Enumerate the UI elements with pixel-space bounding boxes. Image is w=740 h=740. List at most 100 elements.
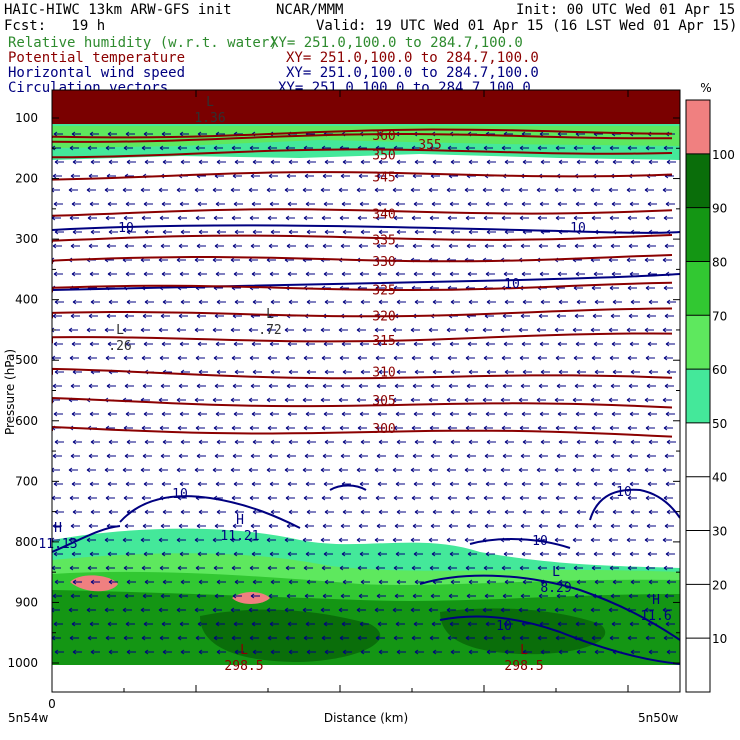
vector-head: [161, 271, 166, 277]
vector-head: [540, 299, 545, 305]
vector-head: [411, 635, 416, 641]
vector-head: [122, 187, 127, 193]
y-tick-label: 400: [15, 293, 38, 307]
vector-head: [663, 355, 668, 361]
vector-head: [266, 397, 271, 403]
vector-head: [322, 173, 327, 179]
vector-head: [341, 201, 346, 207]
vector-head: [539, 271, 544, 277]
vector-head: [449, 411, 454, 417]
vector-head: [249, 635, 254, 641]
vector-head: [500, 397, 505, 403]
vector-head: [396, 229, 401, 235]
vector-head: [521, 551, 526, 557]
vector-head: [376, 383, 381, 389]
vector-head: [556, 523, 561, 529]
vector-head: [608, 537, 613, 543]
vector-head: [392, 537, 397, 543]
vector-head: [394, 453, 399, 459]
vector-head: [180, 299, 185, 305]
wind-contour-label: 10: [504, 277, 520, 292]
vector-head: [233, 271, 238, 277]
vector-head: [412, 243, 417, 249]
vector-head: [522, 159, 527, 165]
vector-head: [501, 355, 506, 361]
vector-head: [266, 537, 271, 543]
vector-head: [196, 313, 201, 319]
vector-head: [179, 341, 184, 347]
vector-head: [393, 565, 398, 571]
vector-head: [450, 439, 455, 445]
vector-head: [196, 453, 201, 459]
vector-head: [447, 565, 452, 571]
vector-head: [126, 159, 131, 165]
vector-head: [178, 593, 183, 599]
vector-head: [286, 173, 291, 179]
vector-head: [53, 411, 58, 417]
vector-head: [161, 621, 166, 627]
vector-head: [378, 509, 383, 515]
vector-head: [446, 327, 451, 333]
vector-head: [72, 649, 77, 655]
vector-head: [288, 159, 293, 165]
vector-head: [322, 383, 327, 389]
vector-head: [339, 355, 344, 361]
extremum-value: .72: [258, 323, 281, 338]
vector-head: [627, 495, 632, 501]
vector-head: [520, 593, 525, 599]
vector-head: [87, 565, 92, 571]
vector-head: [231, 425, 236, 431]
vector-head: [392, 397, 397, 403]
vector-head: [432, 369, 437, 375]
vector-head: [483, 355, 488, 361]
vector-head: [539, 551, 544, 557]
vector-head: [231, 215, 236, 221]
vector-head: [466, 383, 471, 389]
vector-head: [485, 201, 490, 207]
vector-head: [392, 467, 397, 473]
vector-head: [231, 635, 236, 641]
vector-head: [68, 607, 73, 613]
vector-head: [519, 355, 524, 361]
vector-head: [609, 565, 614, 571]
vector-head: [198, 299, 203, 305]
vector-head: [284, 397, 289, 403]
vector-head: [486, 299, 491, 305]
vector-head: [178, 523, 183, 529]
vector-head: [450, 299, 455, 305]
colorbar-swatch: [686, 153, 710, 208]
vector-head: [144, 159, 149, 165]
colorbar-swatch: [686, 315, 710, 370]
vector-head: [89, 411, 94, 417]
vector-head: [520, 243, 525, 249]
vector-head: [554, 537, 559, 543]
vector-head: [143, 131, 148, 137]
vector-head: [593, 411, 598, 417]
vector-head: [267, 565, 272, 571]
vector-head: [413, 341, 418, 347]
vector-head: [593, 621, 598, 627]
vector-head: [448, 383, 453, 389]
vector-head: [69, 495, 74, 501]
vector-head: [52, 243, 57, 249]
vector-head: [359, 341, 364, 347]
vector-head: [464, 607, 469, 613]
vector-head: [627, 425, 632, 431]
vector-head: [664, 593, 669, 599]
vector-head: [540, 369, 545, 375]
rh-top-band: [52, 90, 680, 128]
vector-head: [270, 369, 275, 375]
vector-head: [286, 453, 291, 459]
vector-head: [591, 495, 596, 501]
vector-head: [124, 383, 129, 389]
vector-head: [360, 509, 365, 515]
theta-contour-line: [52, 133, 673, 143]
vector-head: [484, 523, 489, 529]
vector-head: [648, 369, 653, 375]
vector-head: [647, 481, 652, 487]
vector-head: [485, 481, 490, 487]
vector-head: [648, 439, 653, 445]
vector-head: [230, 607, 235, 613]
vector-head: [322, 243, 327, 249]
vector-head: [412, 453, 417, 459]
